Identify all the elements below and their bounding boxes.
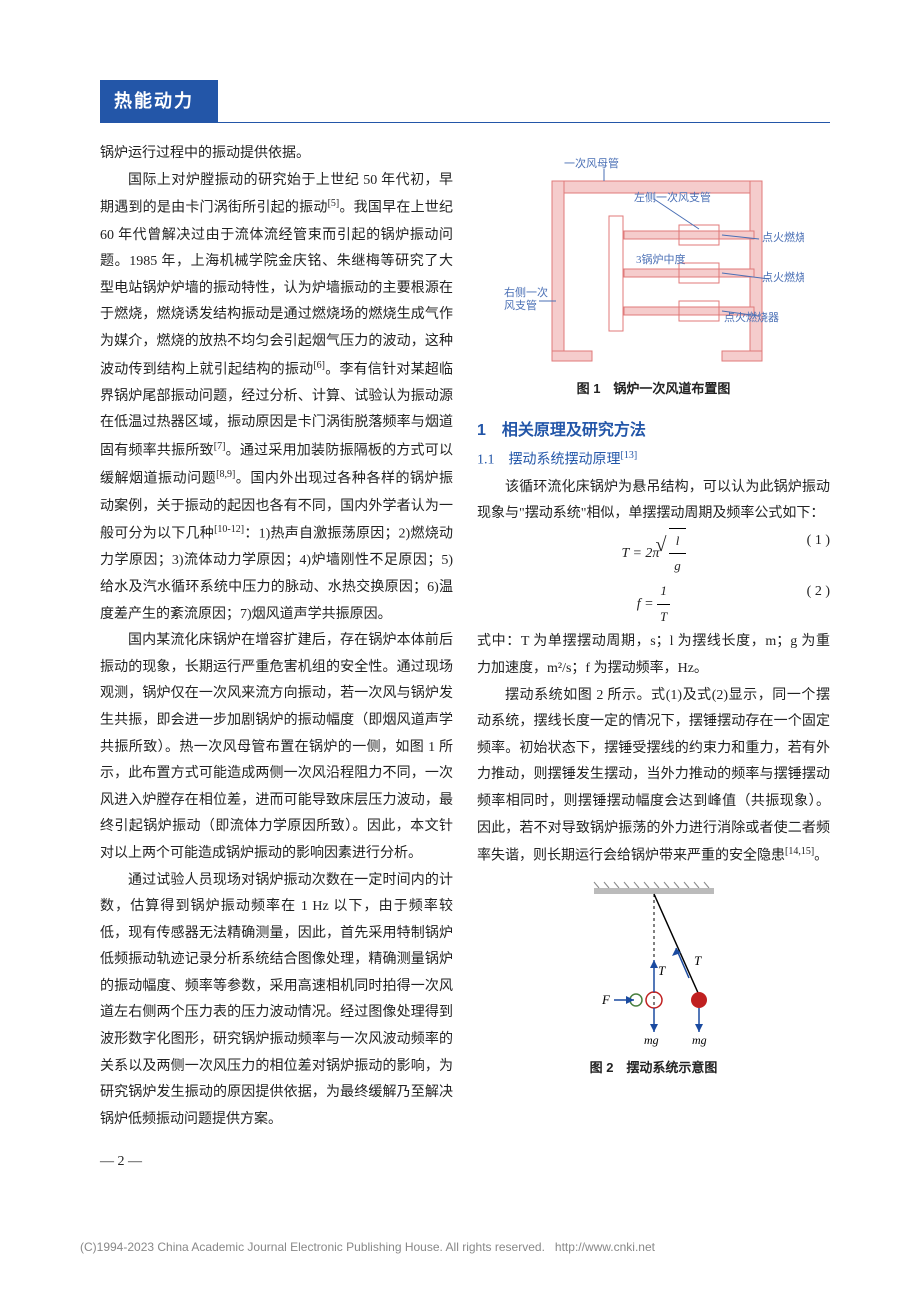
heading-1-1: 1.1 摆动系统摆动原理[13] (477, 446, 830, 474)
equation-2: f = 1T ( 2 ) (477, 579, 830, 629)
fig1-caption: 图 1 锅炉一次风道布置图 (477, 377, 830, 402)
figure-1: 一次风母管 左侧一次风支管 点火燃烧器 3锅炉中度 点火燃烧器 点火燃烧器 右侧… (477, 151, 830, 402)
para-background: 国际上对炉膛振动的研究始于上世纪 50 年代初，早期遇到的是由卡门涡街所引起的振… (100, 168, 453, 628)
copyright-footer: (C)1994-2023 China Academic Journal Elec… (0, 1216, 920, 1279)
heading-1: 1 相关原理及研究方法 (477, 416, 830, 446)
ref-5: [5] (328, 198, 340, 209)
fig1-label-ignite1: 点火燃烧器 (762, 230, 804, 244)
fig2-mg1: mg (644, 1033, 659, 1047)
para-pendulum-intro: 该循环流化床锅炉为悬吊结构，可以认为此锅炉振动现象与"摆动系统"相似，单摆摆动周… (477, 475, 830, 528)
ref-14-15: [14,15] (785, 846, 814, 857)
figure-2: T T mg mg F 图 2 摆动系统示意图 (477, 880, 830, 1081)
fig1-label-left-branch: 左侧一次风支管 (634, 190, 711, 204)
fig1-label-top: 一次风母管 (564, 156, 619, 170)
para-intro-tail: 锅炉运行过程中的振动提供依据。 (100, 141, 453, 168)
fig1-label-center: 3锅炉中度 (636, 252, 686, 266)
para-method: 通过试验人员现场对锅炉振动次数在一定时间内的计数，估算得到锅炉振动频率在 1 H… (100, 868, 453, 1134)
fig2-caption: 图 2 摆动系统示意图 (477, 1056, 830, 1081)
fig2-svg: T T mg mg F (564, 880, 744, 1050)
ref-8-9: [8,9] (216, 469, 235, 480)
fig2-mg2: mg (692, 1033, 707, 1047)
ref-7: [7] (214, 441, 226, 452)
fig2-T1: T (694, 953, 702, 968)
fig2-F: F (601, 992, 611, 1007)
para-case: 国内某流化床锅炉在增容扩建后，存在锅炉本体前后振动的现象，长期运行严重危害机组的… (100, 628, 453, 867)
fig1-label-ignite2: 点火燃烧器 (762, 270, 804, 284)
fig2-T2: T (658, 963, 666, 978)
fig1-label-right-branch: 右侧一次 风支管 (504, 285, 551, 312)
fig1-svg: 一次风母管 左侧一次风支管 点火燃烧器 3锅炉中度 点火燃烧器 点火燃烧器 右侧… (504, 151, 804, 371)
fig1-label-ignite3: 点火燃烧器 (724, 310, 779, 324)
ref-10-12: [10-12] (214, 524, 244, 535)
page-number: — 2 — (100, 1149, 830, 1176)
ref-13: [13] (621, 450, 638, 461)
cnki-link[interactable]: http://www.cnki.net (555, 1240, 655, 1254)
para-pendulum-explain: 摆动系统如图 2 所示。式(1)及式(2)显示，同一个摆动系统，摆线长度一定的情… (477, 683, 830, 871)
section-tab: 热能动力 (100, 80, 218, 122)
para-eq-legend: 式中：T 为单摆摆动周期，s；l 为摆线长度，m；g 为重力加速度，m²/s；f… (477, 629, 830, 682)
equation-1: T = 2π l g ( 1 ) (477, 528, 830, 579)
tab-underline (100, 122, 830, 123)
ref-6: [6] (313, 360, 325, 371)
